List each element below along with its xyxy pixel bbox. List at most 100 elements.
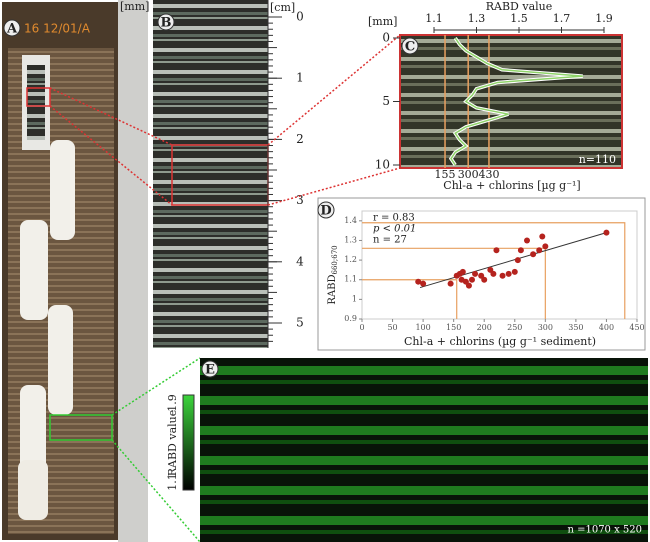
chl-tick-label: 430 [478,168,499,181]
point [524,237,530,244]
point [530,251,537,258]
x-tick-label: 1.1 [425,12,443,25]
x-tick-label: 350 [568,323,583,332]
x-tick-label: 1.3 [468,12,486,25]
y-tick-label: 0 [382,31,390,45]
point [472,270,479,277]
axis-title: Chl-a + chlorins [µg g⁻¹] [443,179,580,192]
connector [111,357,201,416]
point [539,233,546,240]
point [469,276,475,283]
core-label: 16 12/01/A [24,22,91,36]
point [465,282,472,289]
point [420,280,427,287]
panel-badge [317,201,335,219]
panel-label: B [161,16,172,31]
point [517,247,524,254]
core-photo [399,34,623,169]
axis-title: RABD value [486,0,553,13]
point [481,276,488,283]
core-gap [50,140,75,240]
panel-badge [157,13,175,31]
ruler-label: 4 [296,254,304,268]
connector [267,167,401,206]
point [415,278,422,285]
panel-badge [401,37,419,55]
stat: p < 0.01 [373,224,416,235]
core-sample [27,65,45,140]
ruler-label: 2 [296,132,304,146]
guide-line [362,279,458,319]
point [490,270,497,277]
x-tick-label: 1.7 [553,12,571,25]
unit-label: [mm] [120,0,149,13]
ruler-label: 1 [296,71,304,85]
y-tick-label: 1.3 [344,235,357,244]
connector [111,439,201,542]
core-photo [153,0,268,348]
x-tick-label: 1.5 [510,12,528,25]
ruler-label: 5 [296,316,304,330]
panel-label: A [6,22,18,37]
colorbar-title: RABD value [166,410,179,477]
x-tick-label: 1.9 [595,12,613,25]
y-tick-label: 0.9 [344,314,357,323]
connector [49,87,173,146]
panel-label: D [320,204,331,219]
x-axis-title: Chl-a + chlorins (µg g⁻¹ sediment) [404,335,596,348]
y-tick-label: 10 [375,158,390,172]
x-tick-label: 450 [629,323,644,332]
y-tick-label: 5 [382,94,390,108]
n-label: n=110 [579,153,616,166]
colorbar-tick-label: 1.9 [166,394,179,412]
point [542,243,549,250]
point [603,229,610,236]
rabd-map [200,358,648,542]
y-axis-title: RABD660;670 [327,245,340,304]
panel-badge [201,360,219,378]
zoom-box [26,87,51,107]
point [536,247,543,254]
x-tick-label: 250 [507,323,522,332]
fit-line [419,232,607,289]
stat: r = 0.83 [373,213,415,224]
point [514,257,521,264]
point [505,270,512,277]
guide-line [362,222,626,319]
x-tick-label: 0 [359,323,364,332]
rabd-map-shade [200,358,648,542]
x-tick-label: 200 [477,323,492,332]
y-tick-label: 1.4 [344,216,357,225]
rabd-profile [450,37,583,166]
unit-label: [cm] [270,1,295,14]
colorbar-tick-label: 1.1 [166,473,179,491]
x-tick-label: 50 [387,323,397,332]
stat: n = 27 [373,235,407,246]
panel-badge [3,19,21,37]
point [511,268,518,275]
y-tick-label: 1 [352,294,357,303]
y-tick-label: 1.1 [344,275,357,284]
point [493,247,500,254]
y-tick-label: 1.2 [344,255,357,264]
chl-tick-label: 155 [435,168,456,181]
x-tick-label: 400 [599,323,614,332]
ruler-label: 0 [296,10,304,24]
core-gap [18,460,48,520]
n-label: n =1070 x 520 [567,525,642,536]
panel-label: C [405,40,415,55]
core-gap [20,220,48,320]
ruler [118,0,148,542]
colorbar [182,394,195,491]
x-tick-label: 100 [415,323,430,332]
point [447,280,454,287]
x-tick-label: 300 [538,323,553,332]
y-title-sub: 660;670 [331,245,339,274]
y-title: RABD [327,274,338,304]
unit-label: [mm] [368,15,397,28]
chl-tick-label: 300 [458,168,479,181]
core-gap [48,305,73,415]
panel-label: E [205,363,215,378]
connector [267,34,401,146]
